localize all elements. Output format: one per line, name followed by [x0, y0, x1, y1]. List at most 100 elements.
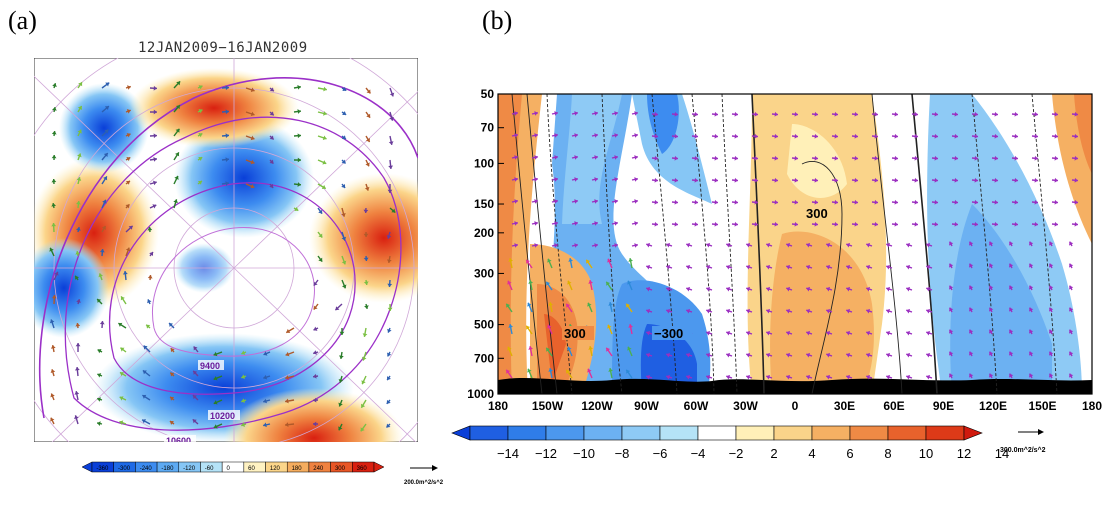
flux-vector-head [1069, 373, 1074, 378]
flux-vector-head [906, 264, 911, 270]
x-tick-label: 30E [834, 399, 855, 413]
flux-vector-head [514, 111, 518, 116]
flux-vector-head [101, 225, 106, 230]
flux-vector-head [826, 308, 831, 314]
flux-vector-head [646, 264, 651, 270]
flux-vector-head [506, 303, 511, 308]
flux-vector-head [554, 199, 558, 204]
flux-vector-head [269, 159, 274, 164]
flux-vector-head [75, 367, 80, 371]
flux-vector-head [339, 331, 345, 335]
flux-vector-head [674, 111, 678, 117]
flux-vector-head [193, 370, 198, 375]
flux-vector-head [170, 372, 175, 377]
flux-vector-head [774, 221, 778, 227]
flux-vector-head [926, 352, 931, 358]
flux-vector-head [726, 264, 731, 270]
colorbar-a-tick-label: -360 [96, 466, 109, 472]
flux-vector-head [147, 275, 153, 279]
flux-vector-head [594, 155, 598, 160]
flux-vector-head [766, 308, 771, 314]
flux-vector-head [387, 328, 392, 333]
flux-vector-head [297, 182, 301, 187]
flux-vector-head [646, 286, 651, 292]
flux-vector-head [646, 308, 651, 314]
colorbar-a-tick-label: 120 [270, 466, 281, 472]
flux-vector-head [974, 199, 978, 205]
flux-vector-head [766, 242, 771, 248]
flux-vector-head [362, 333, 368, 337]
flux-vector-head [76, 177, 82, 181]
flux-vector-head [1029, 373, 1034, 378]
flux-vector-head [746, 242, 751, 248]
colorbar-a-ticks: -360 -300 -240 -180 -120 -60 0 60 120 180 240 300 36… [96, 466, 367, 472]
flux-vector-head [806, 242, 811, 248]
flux-vector-head [1054, 177, 1058, 183]
flux-vector-head [694, 199, 698, 205]
flux-vector-head [734, 221, 738, 227]
flux-vector-head [566, 369, 571, 374]
flux-vector-head [508, 258, 513, 262]
flux-vector-head [297, 157, 301, 163]
flux-vector-head [654, 199, 658, 205]
flux-vector-head [1029, 241, 1034, 246]
flux-vector-head [834, 221, 838, 227]
colorbar-b-tick-label: 10 [919, 446, 933, 461]
flux-vector-head [176, 81, 181, 86]
colorbar-a: -360 -300 -240 -180 -120 -60 0 60 120 180 240 300 36… [81, 461, 444, 486]
flux-vector-head [628, 324, 633, 328]
flux-vector-head [147, 299, 152, 304]
flux-vector-head [914, 221, 918, 227]
colorbar-b-cell [849, 425, 889, 441]
flux-vector-head [75, 323, 81, 327]
flux-vector-head [969, 263, 974, 268]
flux-vector-head [786, 308, 791, 314]
flux-vector-head [874, 133, 878, 139]
flux-vector-head [714, 221, 718, 227]
colorbar-b-tick-label: 2 [770, 446, 777, 461]
flux-vector-head [666, 308, 671, 314]
flux-vector-head [926, 242, 931, 248]
flux-vector-head [886, 330, 891, 336]
flux-vector-head [213, 400, 218, 405]
x-tick-label: 60W [684, 399, 709, 413]
flux-vector-head [969, 351, 974, 356]
flux-vector-head [241, 374, 246, 379]
colorbar-b: −14 −12 −10 −8 −6 −4 −2 2 4 6 8 10 12 14 300.0m^2/s^2 [451, 425, 1046, 461]
flux-vector-head [99, 321, 105, 325]
flux-vector-head [786, 264, 791, 270]
flux-vector-head [1069, 241, 1074, 246]
panel-b-label: (b) [482, 6, 513, 35]
flux-vector-head [548, 302, 553, 306]
flux-vector-head [854, 199, 858, 205]
flux-vector-head [826, 374, 831, 380]
flux-vector-head [175, 128, 180, 133]
flux-vector-head [806, 352, 811, 358]
flux-vector-head [949, 285, 954, 290]
flux-vector-head [794, 133, 798, 139]
flux-vector-head [654, 177, 658, 183]
flux-vector-head [76, 299, 81, 303]
flux-vector-head [241, 350, 246, 355]
flux-vector-head [974, 133, 978, 139]
flux-vector-head [318, 209, 323, 214]
flux-vector-head [614, 177, 618, 182]
flux-vector-head [766, 330, 771, 336]
flux-vector-head [686, 374, 691, 380]
flux-vector-head [926, 308, 931, 314]
flux-vector-head [786, 330, 791, 336]
flux-vector-head [78, 82, 83, 87]
x-tick-label: 150E [1028, 399, 1056, 413]
flux-vector-head [854, 155, 858, 161]
flux-vector-head [323, 86, 327, 92]
flux-vector-head [989, 263, 994, 268]
flux-vector-head [574, 221, 578, 226]
colorbar-b-tick-label: −4 [691, 446, 706, 461]
flux-vector-head [786, 286, 791, 292]
flux-vector-head [894, 221, 898, 227]
flux-vector-head [1049, 263, 1054, 268]
flux-vector-head [634, 133, 638, 138]
flux-vector-head [969, 285, 974, 290]
flux-vector-head [594, 221, 598, 226]
flux-vector-head [726, 330, 731, 336]
